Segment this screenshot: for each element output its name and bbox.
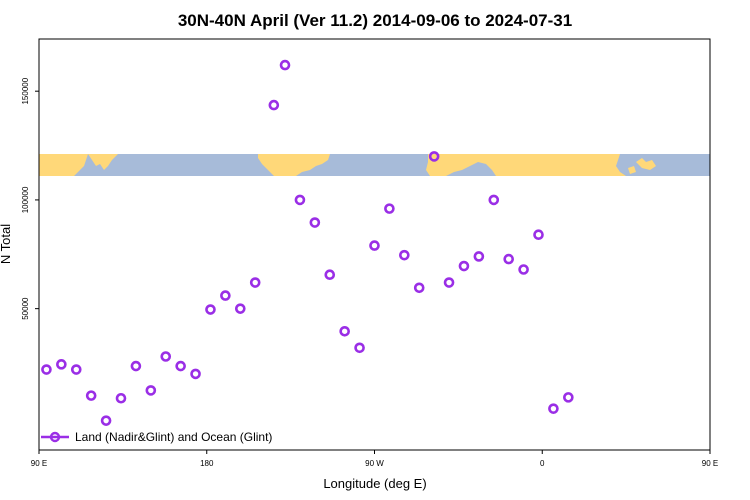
data-point bbox=[249, 277, 261, 288]
data-point bbox=[533, 229, 544, 241]
data-point bbox=[56, 359, 67, 370]
legend-marker bbox=[49, 431, 61, 443]
data-point bbox=[473, 251, 485, 262]
data-point bbox=[130, 360, 142, 372]
data-point bbox=[548, 403, 559, 414]
x-tick-label: 0 bbox=[540, 459, 545, 468]
data-points bbox=[41, 59, 574, 426]
data-point bbox=[443, 277, 455, 288]
x-axis-label: Longitude (deg E) bbox=[323, 476, 426, 491]
data-point bbox=[175, 360, 186, 372]
y-axis: 50000 100000 150000 bbox=[21, 77, 39, 320]
data-point bbox=[399, 249, 410, 261]
data-point bbox=[41, 364, 52, 375]
data-point bbox=[268, 99, 280, 111]
data-point bbox=[369, 240, 380, 251]
world-map-band bbox=[39, 154, 710, 176]
data-point bbox=[220, 290, 231, 301]
chart-title: 30N-40N April (Ver 11.2) 2014-09-06 to 2… bbox=[178, 11, 572, 30]
data-point bbox=[324, 269, 336, 281]
land-asia-east bbox=[39, 154, 118, 176]
data-point bbox=[160, 351, 172, 362]
data-point bbox=[458, 260, 470, 272]
data-point bbox=[503, 253, 515, 265]
land-japan-islands bbox=[628, 166, 636, 174]
data-point bbox=[294, 194, 306, 206]
legend-entry: Land (Nadir&Glint) and Ocean (Glint) bbox=[75, 430, 272, 444]
data-point bbox=[205, 304, 216, 315]
x-tick-label: 90 E bbox=[31, 459, 47, 468]
x-tick-label: 90 W bbox=[365, 459, 384, 468]
y-tick-label: 150000 bbox=[21, 77, 30, 104]
data-point bbox=[354, 342, 365, 354]
data-point bbox=[115, 392, 127, 404]
data-point bbox=[279, 59, 291, 71]
y-axis-label: N Total bbox=[0, 224, 13, 264]
x-axis: 90 E 180 90 W 0 90 E bbox=[31, 450, 718, 468]
data-point bbox=[235, 303, 246, 314]
data-point bbox=[190, 368, 201, 380]
data-point bbox=[70, 364, 82, 375]
y-tick-label: 100000 bbox=[21, 186, 30, 213]
land-africa-eurasia bbox=[426, 154, 626, 176]
data-point bbox=[413, 282, 425, 294]
data-point bbox=[100, 415, 112, 426]
data-point bbox=[428, 151, 440, 162]
data-point bbox=[488, 194, 500, 206]
data-point bbox=[384, 203, 395, 214]
data-point bbox=[145, 385, 157, 396]
land-north-america bbox=[258, 154, 330, 176]
data-point bbox=[85, 390, 97, 401]
legend: Land (Nadir&Glint) and Ocean (Glint) bbox=[41, 430, 272, 444]
data-point bbox=[518, 264, 529, 275]
data-point bbox=[339, 325, 350, 337]
data-point bbox=[309, 217, 321, 228]
x-tick-label: 180 bbox=[200, 459, 214, 468]
plot-frame bbox=[38, 38, 711, 451]
data-point bbox=[563, 392, 574, 403]
y-tick-label: 50000 bbox=[21, 297, 30, 320]
x-tick-label: 90 E bbox=[702, 459, 718, 468]
land-japan bbox=[636, 158, 656, 170]
